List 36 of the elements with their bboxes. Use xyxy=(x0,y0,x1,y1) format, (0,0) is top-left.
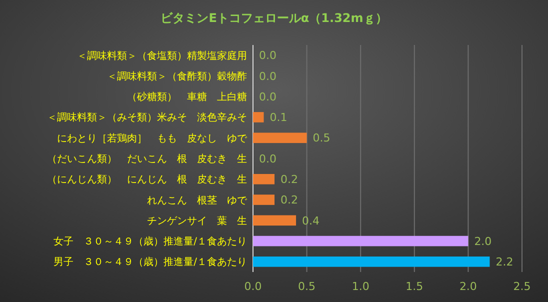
bar xyxy=(253,132,307,144)
bar xyxy=(253,194,275,205)
y-tick-label: れんこん 根茎 ゆで xyxy=(147,194,248,206)
data-label: 2.2 xyxy=(496,256,514,269)
data-label: 0.0 xyxy=(259,152,276,166)
y-tick-label: （にんじん類） にんじん 根 皮むき 生 xyxy=(47,174,247,186)
y-tick-label: ＜調味料類＞（みそ類）米みそ 淡色辛みそ xyxy=(47,112,247,124)
y-tick-label: （砂糖類） 車糖 上白糖 xyxy=(127,91,247,104)
bar xyxy=(253,236,468,246)
y-tick-label: （だいこん類） だいこん 根 皮むき 生 xyxy=(47,153,247,165)
data-label: 0.0 xyxy=(259,90,276,104)
data-label: 0.4 xyxy=(302,214,320,228)
data-label: 0.5 xyxy=(312,132,330,145)
bar xyxy=(253,215,296,226)
x-tick-label: 1.0 xyxy=(352,280,370,293)
data-label: 2.0 xyxy=(474,234,492,248)
x-tick-label: 2.0 xyxy=(459,280,477,293)
x-tick-label: 0.0 xyxy=(244,280,262,293)
x-tick-label: 2.5 xyxy=(513,280,531,293)
y-tick-label: ＜調味料類＞（食酢類）穀物酢 xyxy=(107,70,247,82)
y-tick-label: ＜調味料類＞（食塩類）精製塩家庭用 xyxy=(77,50,247,62)
data-label: 0.0 xyxy=(259,49,276,62)
data-label: 0.0 xyxy=(259,70,276,83)
y-tick-label: にわとり［若鶏肉］ もも 皮なし ゆで xyxy=(57,132,248,144)
chart-title: ビタミンEトコフェロールα（1.32mｇ） xyxy=(160,11,388,25)
y-tick-label: 男子 ３０～４９（歳）推進量/１食あたり xyxy=(54,256,247,268)
x-tick-label: 1.5 xyxy=(406,280,424,293)
x-tick-label: 0.5 xyxy=(298,280,316,293)
data-label: 0.2 xyxy=(280,194,298,207)
y-tick-label: 女子 ３０～４９（歳）推進量/１食あたり xyxy=(54,236,247,248)
data-label: 0.1 xyxy=(270,111,288,124)
bar xyxy=(253,256,490,267)
bar xyxy=(253,112,264,122)
data-label: 0.2 xyxy=(280,172,298,186)
bar xyxy=(253,174,275,184)
y-tick-label: チンゲンサイ 葉 生 xyxy=(147,214,247,227)
